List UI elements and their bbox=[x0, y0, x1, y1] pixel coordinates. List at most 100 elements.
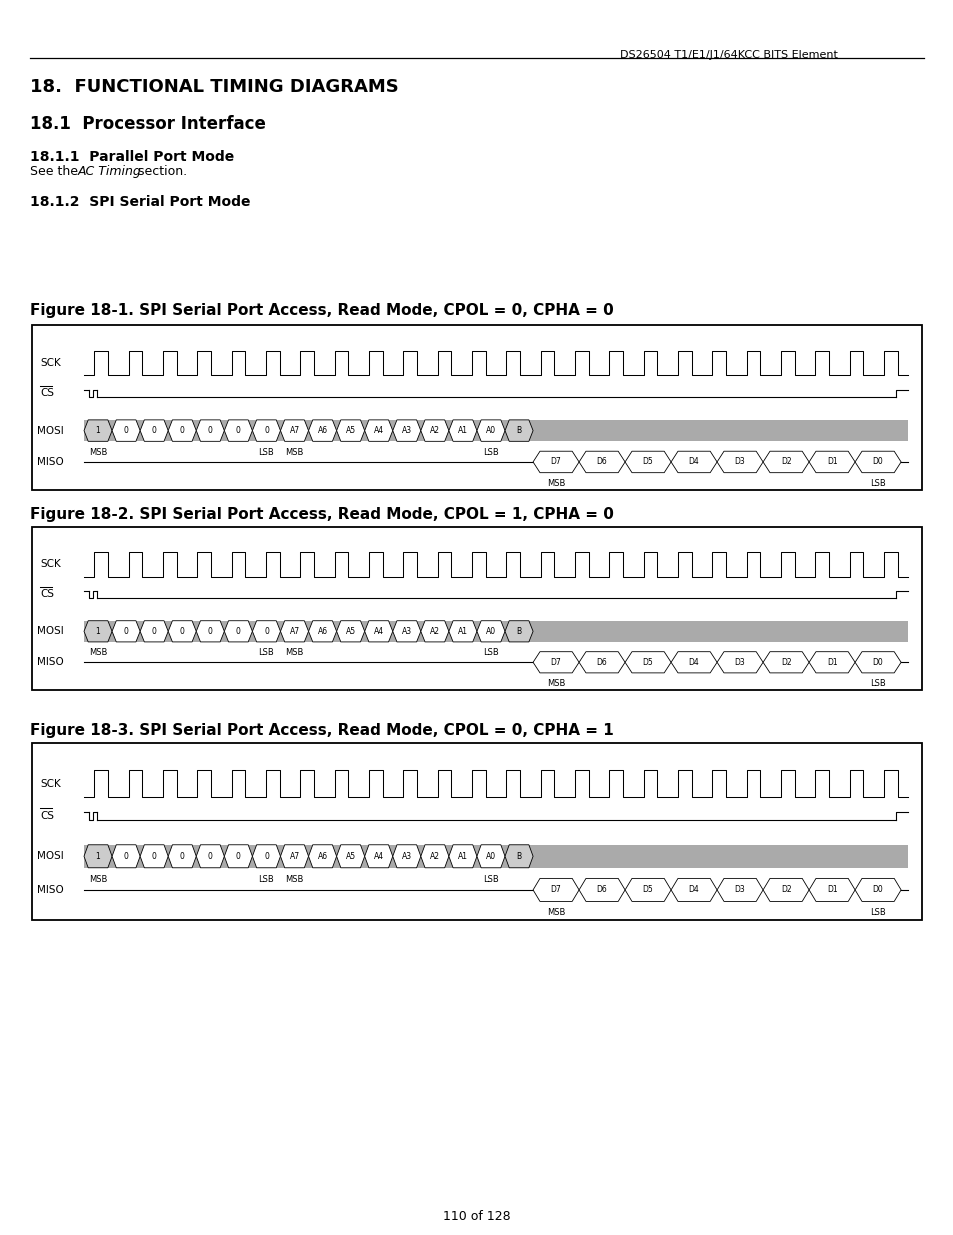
Text: MSB: MSB bbox=[89, 648, 107, 657]
Bar bbox=[84, 420, 907, 441]
Polygon shape bbox=[624, 878, 670, 902]
Polygon shape bbox=[84, 621, 112, 642]
Polygon shape bbox=[449, 621, 476, 642]
Text: 1: 1 bbox=[95, 852, 100, 861]
Polygon shape bbox=[762, 878, 808, 902]
Polygon shape bbox=[196, 845, 224, 868]
Polygon shape bbox=[280, 845, 308, 868]
Text: B: B bbox=[516, 627, 521, 636]
Polygon shape bbox=[717, 878, 762, 902]
Polygon shape bbox=[624, 652, 670, 673]
Polygon shape bbox=[854, 451, 901, 473]
Text: SCK: SCK bbox=[40, 358, 61, 368]
Text: LSB: LSB bbox=[482, 447, 498, 457]
Polygon shape bbox=[253, 420, 280, 441]
Text: A2: A2 bbox=[430, 852, 439, 861]
Polygon shape bbox=[84, 845, 112, 868]
Text: A1: A1 bbox=[457, 627, 467, 636]
Text: MISO: MISO bbox=[37, 657, 64, 667]
Polygon shape bbox=[84, 420, 112, 441]
Text: A4: A4 bbox=[374, 627, 383, 636]
Text: D4: D4 bbox=[688, 457, 699, 467]
Text: A0: A0 bbox=[485, 426, 496, 435]
Polygon shape bbox=[168, 621, 196, 642]
Text: A0: A0 bbox=[485, 627, 496, 636]
Text: D3: D3 bbox=[734, 457, 744, 467]
Text: A6: A6 bbox=[317, 852, 327, 861]
Text: LSB: LSB bbox=[869, 908, 885, 918]
Text: A5: A5 bbox=[345, 627, 355, 636]
Text: 0: 0 bbox=[235, 852, 240, 861]
Polygon shape bbox=[854, 878, 901, 902]
Polygon shape bbox=[224, 420, 253, 441]
Text: D5: D5 bbox=[642, 658, 653, 667]
Polygon shape bbox=[533, 878, 578, 902]
Text: Figure 18-3. SPI Serial Port Access, Read Mode, CPOL = 0, CPHA = 1: Figure 18-3. SPI Serial Port Access, Rea… bbox=[30, 722, 613, 739]
Text: A2: A2 bbox=[430, 426, 439, 435]
Text: 0: 0 bbox=[179, 852, 185, 861]
Text: D7: D7 bbox=[550, 457, 561, 467]
Polygon shape bbox=[449, 845, 476, 868]
Polygon shape bbox=[533, 451, 578, 473]
Text: 0: 0 bbox=[152, 426, 156, 435]
Text: Figure 18-1. SPI Serial Port Access, Read Mode, CPOL = 0, CPHA = 0: Figure 18-1. SPI Serial Port Access, Rea… bbox=[30, 303, 613, 317]
Text: D5: D5 bbox=[642, 457, 653, 467]
Text: 0: 0 bbox=[208, 852, 213, 861]
Text: MSB: MSB bbox=[89, 447, 107, 457]
Polygon shape bbox=[504, 420, 533, 441]
Text: MSB: MSB bbox=[546, 908, 565, 918]
Polygon shape bbox=[168, 845, 196, 868]
Text: D3: D3 bbox=[734, 658, 744, 667]
Text: D6: D6 bbox=[596, 885, 607, 894]
Polygon shape bbox=[670, 652, 717, 673]
Polygon shape bbox=[762, 451, 808, 473]
Text: A3: A3 bbox=[401, 627, 412, 636]
Text: D1: D1 bbox=[826, 457, 837, 467]
Bar bbox=[32, 743, 921, 920]
Text: LSB: LSB bbox=[258, 447, 274, 457]
Polygon shape bbox=[420, 420, 449, 441]
Text: SCK: SCK bbox=[40, 559, 61, 569]
Text: LSB: LSB bbox=[482, 874, 498, 883]
Polygon shape bbox=[420, 845, 449, 868]
Text: CS: CS bbox=[40, 810, 54, 821]
Polygon shape bbox=[140, 845, 168, 868]
Text: SCK: SCK bbox=[40, 779, 61, 789]
Polygon shape bbox=[393, 621, 420, 642]
Text: D2: D2 bbox=[780, 457, 791, 467]
Bar bbox=[32, 527, 921, 690]
Text: 0: 0 bbox=[152, 852, 156, 861]
Polygon shape bbox=[808, 652, 854, 673]
Bar bbox=[32, 325, 921, 490]
Text: AC Timing: AC Timing bbox=[78, 165, 142, 178]
Text: MISO: MISO bbox=[37, 457, 64, 467]
Text: MSB: MSB bbox=[285, 447, 303, 457]
Polygon shape bbox=[476, 845, 504, 868]
Text: LSB: LSB bbox=[869, 679, 885, 688]
Polygon shape bbox=[196, 621, 224, 642]
Polygon shape bbox=[364, 845, 393, 868]
Text: 0: 0 bbox=[235, 426, 240, 435]
Text: section.: section. bbox=[133, 165, 187, 178]
Text: D7: D7 bbox=[550, 658, 561, 667]
Text: MOSI: MOSI bbox=[37, 426, 64, 436]
Polygon shape bbox=[449, 420, 476, 441]
Text: D5: D5 bbox=[642, 885, 653, 894]
Text: MSB: MSB bbox=[285, 874, 303, 883]
Polygon shape bbox=[762, 652, 808, 673]
Polygon shape bbox=[112, 845, 140, 868]
Text: A7: A7 bbox=[289, 426, 299, 435]
Text: LSB: LSB bbox=[258, 648, 274, 657]
Text: D2: D2 bbox=[780, 885, 791, 894]
Text: A6: A6 bbox=[317, 627, 327, 636]
Polygon shape bbox=[224, 845, 253, 868]
Polygon shape bbox=[280, 621, 308, 642]
Text: 0: 0 bbox=[208, 627, 213, 636]
Text: B: B bbox=[516, 852, 521, 861]
Polygon shape bbox=[670, 878, 717, 902]
Text: MSB: MSB bbox=[89, 874, 107, 883]
Polygon shape bbox=[670, 451, 717, 473]
Polygon shape bbox=[224, 621, 253, 642]
Text: A4: A4 bbox=[374, 426, 383, 435]
Polygon shape bbox=[364, 420, 393, 441]
